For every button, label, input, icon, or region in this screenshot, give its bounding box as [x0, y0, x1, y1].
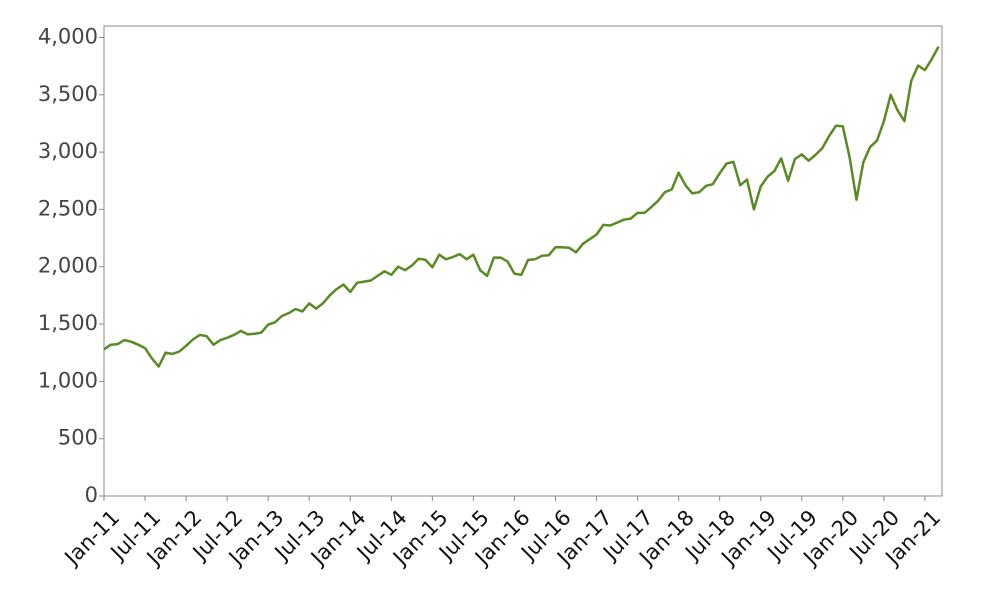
y-tick-label: 1,500: [38, 311, 98, 335]
y-tick-label: 3,000: [38, 139, 98, 163]
plot-frame: [103, 25, 943, 497]
y-tick-label: 2,000: [38, 254, 98, 278]
y-tick-label: 500: [58, 426, 98, 450]
y-tick-label: 4,000: [38, 24, 98, 48]
y-tick-label: 0: [85, 483, 98, 507]
y-tick-label: 1,000: [38, 368, 98, 392]
line: [103, 45, 940, 368]
y-tick-label: 3,500: [38, 82, 98, 106]
y-tick-label: 2,500: [38, 196, 98, 220]
